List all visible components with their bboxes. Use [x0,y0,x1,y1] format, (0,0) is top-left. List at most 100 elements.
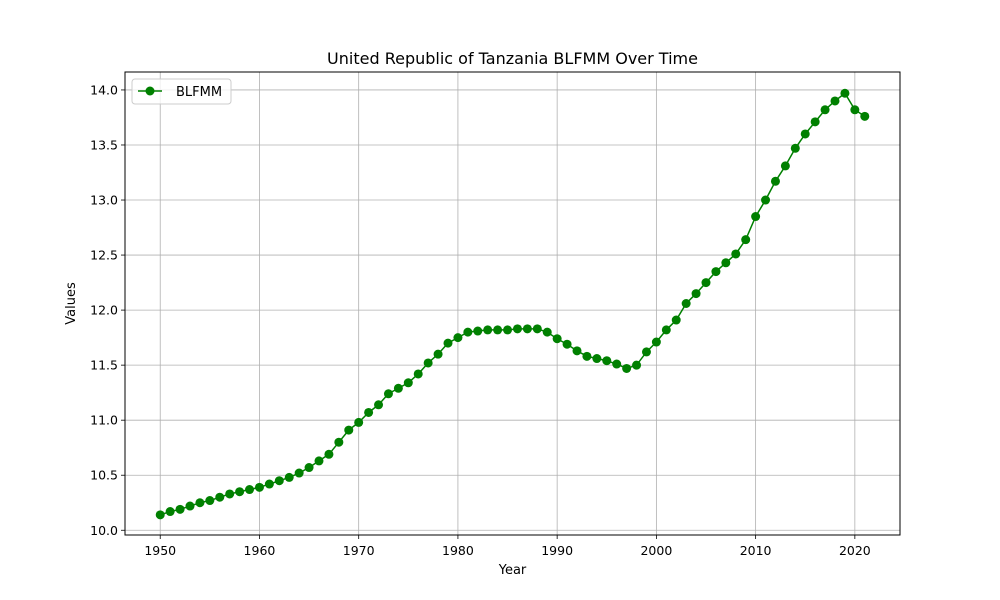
data-point [304,463,314,473]
data-point [403,378,413,388]
data-point [205,496,215,506]
data-point [185,501,195,511]
y-tick-label: 10.5 [90,468,118,483]
x-tick-label: 2020 [839,543,871,558]
data-point [522,324,532,334]
plot-frame [124,71,901,536]
data-point [840,88,850,98]
data-point [751,212,761,222]
data-point [741,235,751,245]
data-point [830,96,840,106]
x-axis-ticks: 1950 1960 1970 1980 1990 2000 2010 2020 [144,535,871,558]
y-tick-label: 11.0 [90,413,118,428]
legend-label: BLFMM [176,85,222,100]
data-point [443,338,453,348]
y-tick-label: 12.0 [90,303,118,318]
data-point [552,334,562,344]
data-point [711,267,721,277]
data-point [245,485,255,495]
x-tick-label: 1950 [144,543,176,558]
chart-title: United Republic of Tanzania BLFMM Over T… [327,49,698,68]
data-point [542,327,552,337]
data-point [284,472,294,482]
legend: BLFMM [131,78,232,105]
data-point [473,326,483,336]
data-point [463,327,473,337]
data-point [433,349,443,359]
series-points [155,88,870,520]
data-point [383,389,393,399]
data-point [691,289,701,299]
x-tick-label: 2000 [640,543,672,558]
data-point [860,111,870,121]
series-line-blfmm [159,92,866,516]
data-point [374,400,384,410]
data-point [215,492,225,502]
data-point [701,278,711,288]
data-point [334,437,344,447]
data-point [622,363,632,373]
data-point [790,143,800,153]
data-point [175,504,185,514]
data-point [651,337,661,347]
data-point [820,105,830,115]
data-point [721,258,731,268]
data-point [562,339,572,349]
data-point [264,479,274,489]
data-point [632,360,642,370]
y-tick-label: 11.5 [90,358,118,373]
data-point [800,129,810,139]
y-axis-ticks: 10.0 10.5 11.0 11.5 12.0 12.5 13.0 13.5 14.0 [90,82,125,538]
data-point [661,325,671,335]
data-point [810,117,820,127]
legend-marker-swatch [145,86,155,96]
data-point [681,299,691,308]
data-point [344,425,354,435]
data-point [314,456,324,466]
y-tick-label: 10.0 [90,523,118,538]
data-point [770,176,780,186]
data-point [393,383,403,393]
x-axis-label: Year [498,563,527,578]
x-tick-label: 1990 [541,543,573,558]
x-tick-label: 2010 [740,543,772,558]
x-tick-label: 1980 [442,543,474,558]
y-axis-label: Values [64,282,79,325]
legend-box [131,78,232,105]
data-point [195,498,205,508]
data-point [612,359,622,369]
data-point [850,105,860,115]
data-point [413,369,423,379]
data-point [532,324,542,334]
data-point [324,449,334,459]
data-point [165,507,175,517]
grid [125,72,900,535]
data-point [592,354,602,364]
series-line-layer [159,92,866,516]
x-tick-label: 1960 [244,543,276,558]
data-point [483,325,493,335]
data-point [364,407,374,417]
data-point [493,325,503,335]
data-point [572,346,582,356]
data-point [274,476,284,486]
data-point [641,347,651,357]
data-point [254,482,264,492]
data-point [423,358,433,368]
data-point [731,249,741,259]
data-point [225,489,235,499]
y-tick-label: 14.0 [90,82,118,97]
y-tick-label: 12.5 [90,248,118,263]
data-point [512,324,522,334]
data-point [235,487,245,497]
data-point [503,325,513,335]
x-tick-label: 1970 [343,543,375,558]
data-point [671,315,681,325]
data-point [602,356,612,366]
data-point [294,468,304,478]
data-point [453,333,463,343]
data-point [354,417,364,427]
y-tick-label: 13.5 [90,137,118,152]
